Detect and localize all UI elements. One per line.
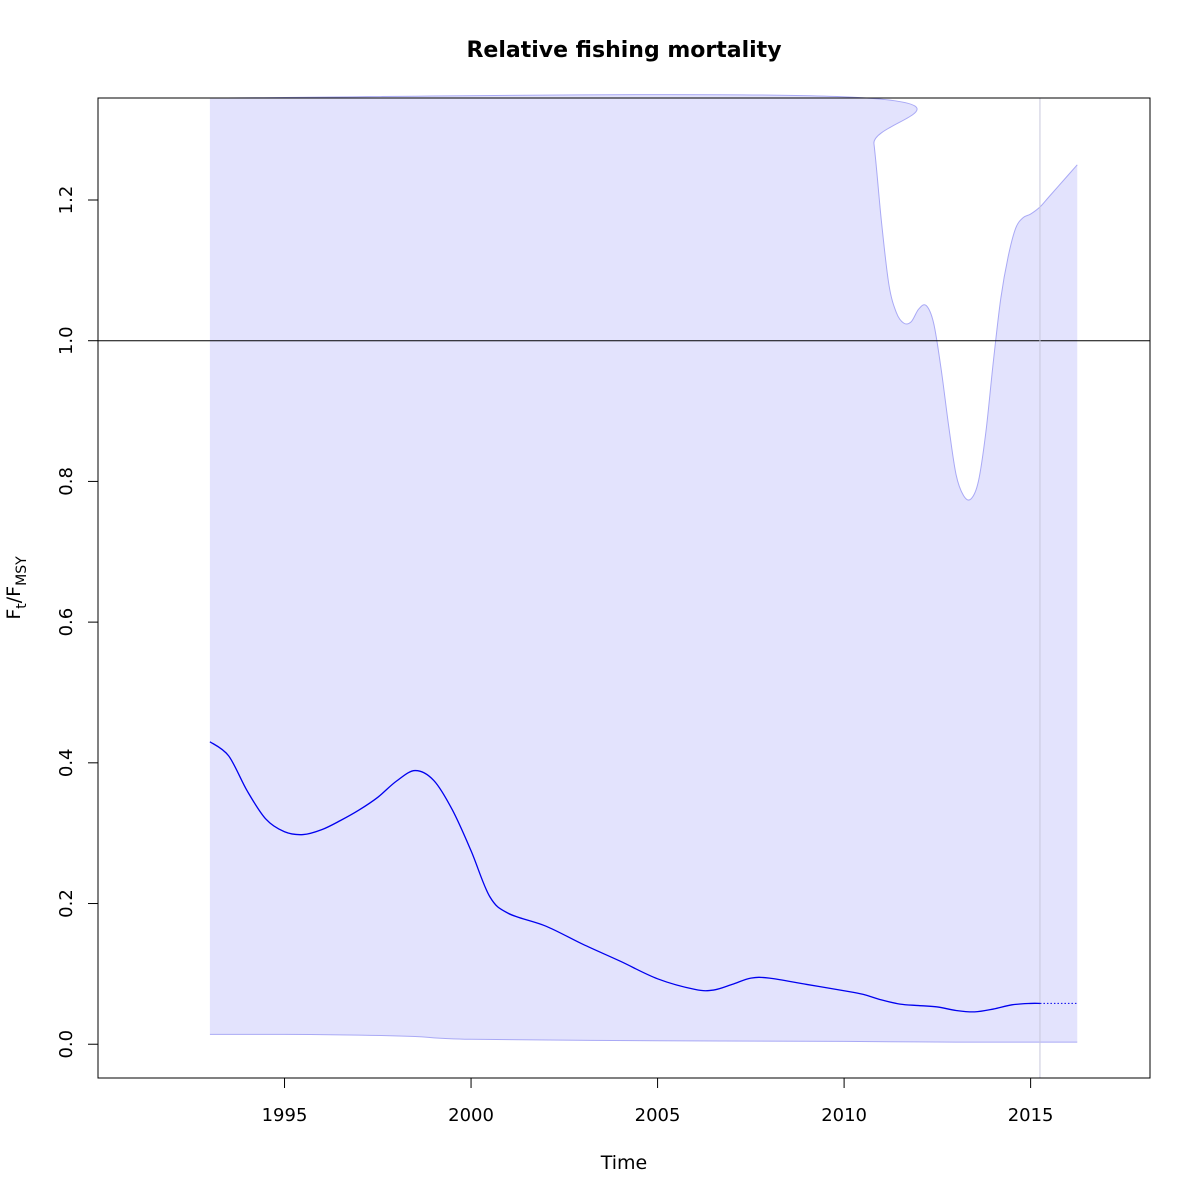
- x-tick-label: 2010: [821, 1105, 867, 1126]
- x-tick-label: 2015: [1008, 1105, 1054, 1126]
- y-tick-label: 0.2: [56, 889, 77, 918]
- y-axis-label-sub-msy: MSY: [14, 556, 30, 586]
- y-tick-label: 1.2: [56, 186, 77, 215]
- y-tick-label: 1.0: [56, 326, 77, 355]
- y-axis-label: Ft/FMSY: [3, 556, 30, 620]
- y-axis-label-sub-t: t: [14, 603, 30, 609]
- y-axis: 0.0 0.2 0.4 0.6 0.8 1.0 1.2: [56, 186, 99, 1059]
- band-upper-edge: [209, 94, 1078, 501]
- y-tick-label: 0.8: [56, 467, 77, 496]
- band-lower-edge: [209, 1033, 1078, 1043]
- x-tick-label: 2000: [448, 1105, 494, 1126]
- confidence-band: [209, 94, 1078, 1043]
- y-axis-label-sep: /F: [3, 586, 25, 603]
- estimate-line: [209, 741, 1040, 1013]
- y-tick-label: 0.6: [56, 608, 77, 637]
- x-tick-label: 2005: [635, 1105, 681, 1126]
- y-tick-label: 0.0: [56, 1030, 77, 1059]
- x-axis-label: Time: [600, 1152, 648, 1174]
- y-tick-label: 0.4: [56, 748, 77, 777]
- x-axis: 1995 2000 2005 2010 2015: [262, 1077, 1054, 1126]
- y-axis-label-main: F: [3, 609, 25, 620]
- plot-area: [98, 94, 1150, 1078]
- x-tick-label: 1995: [262, 1105, 308, 1126]
- chart-title: Relative fishing mortality: [466, 38, 781, 63]
